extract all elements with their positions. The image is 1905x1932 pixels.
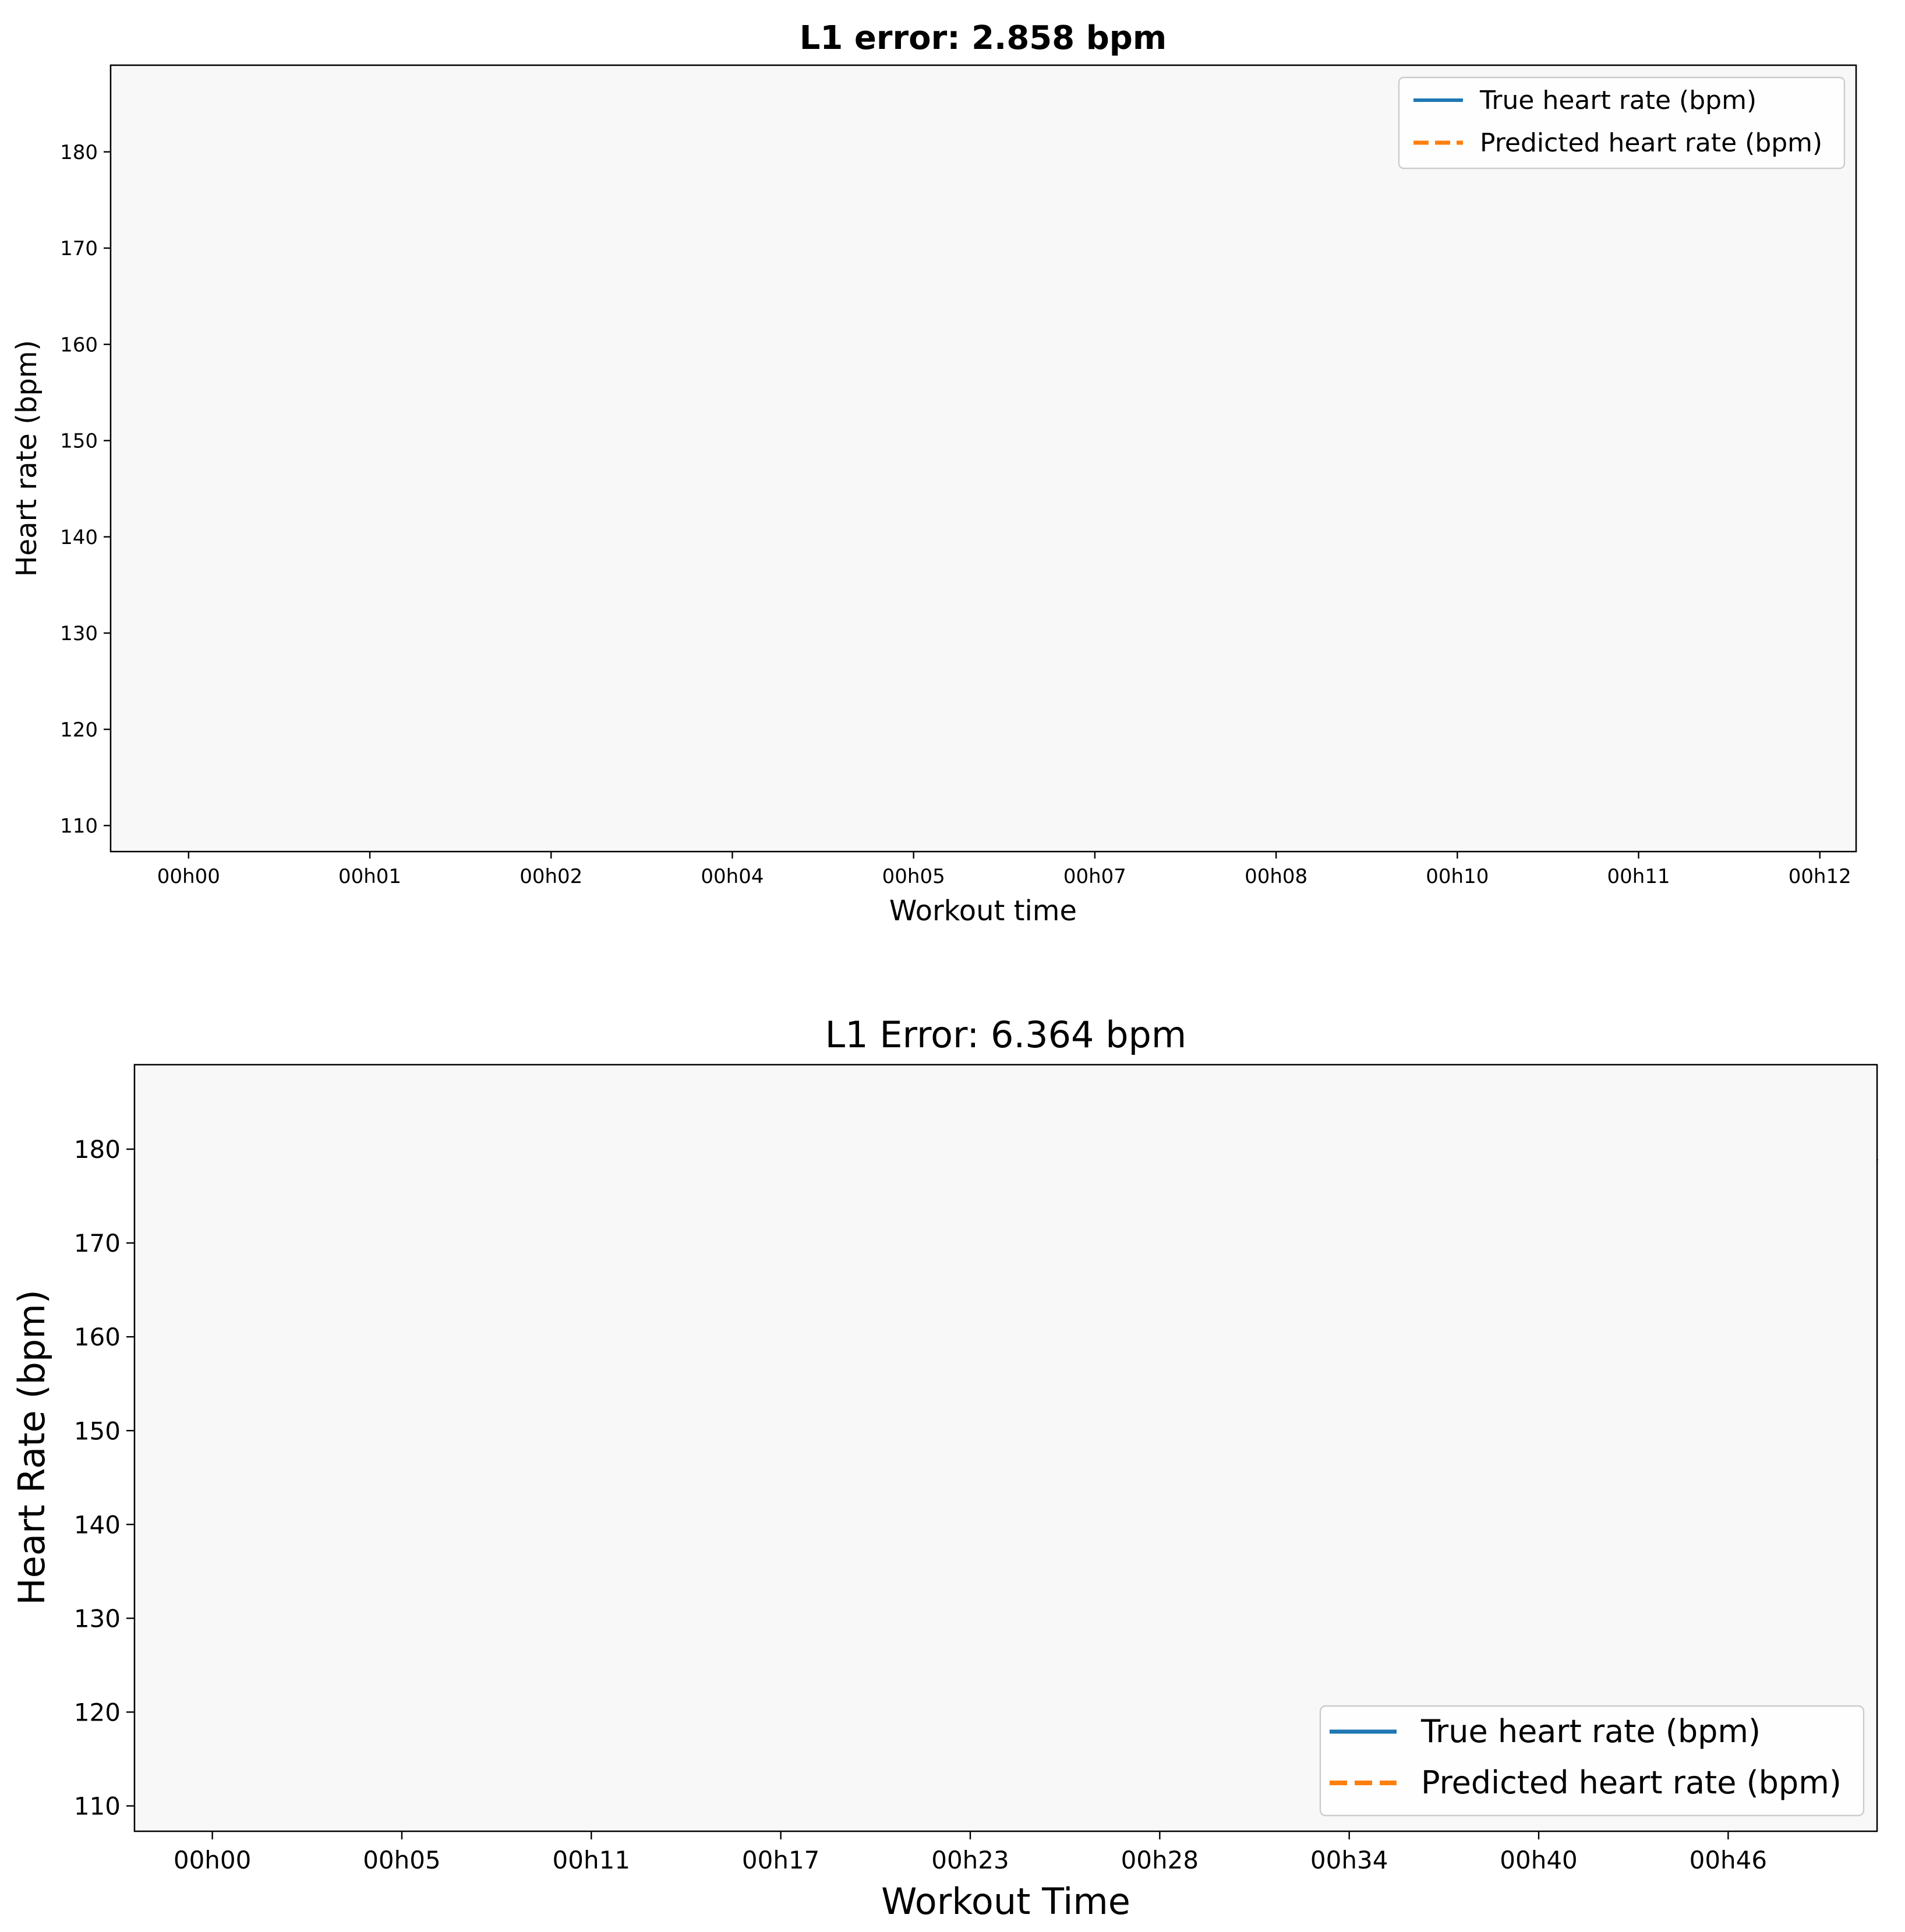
axes-top: 110 120 130 140 150 160 170 180 00h00 00h01 00h02 0…	[60, 141, 1851, 888]
y-tick-label: 180	[60, 141, 98, 164]
y-tick-label: 110	[60, 815, 98, 838]
x-tick-label: 00h23	[931, 1846, 1009, 1874]
x-tick-label: 00h05	[882, 865, 945, 888]
y-tick-label: 130	[74, 1604, 121, 1633]
x-tick-label: 00h07	[1063, 865, 1126, 888]
legend-box-top	[1398, 76, 1846, 169]
x-tick-label: 00h02	[519, 865, 582, 888]
chart-title-bottom: L1 Error: 6.364 bpm	[825, 1013, 1187, 1056]
x-tick-label: 00h46	[1690, 1846, 1768, 1874]
x-tick-label: 00h11	[1607, 865, 1670, 888]
legend-pred-label-bottom: Predicted heart rate (bpm)	[1421, 1764, 1842, 1801]
legend-box-bottom	[1319, 1705, 1865, 1817]
legend-pred-label-top: Predicted heart rate (bpm)	[1480, 128, 1822, 158]
y-tick-label: 170	[74, 1229, 121, 1258]
y-tick-label: 160	[60, 333, 98, 356]
legend-bottom: True heart rate (bpm) Predicted heart ra…	[1319, 1705, 1865, 1817]
x-tick-label: 00h40	[1500, 1846, 1578, 1874]
chart-top: 110 120 130 140 150 160 170 180 00h00 00h01 00h02 0…	[10, 19, 1857, 927]
x-tick-label: 00h28	[1121, 1846, 1199, 1874]
axes-bottom: 110 120 130 140 150 160 170 180 00h00 00h05 00h11 0…	[74, 1135, 1767, 1874]
y-axis-label-bottom: Heart Rate (bpm)	[10, 1290, 53, 1605]
y-axis-label-top: Heart rate (bpm)	[10, 340, 43, 577]
x-tick-label: 00h04	[701, 865, 764, 888]
x-tick-label: 00h11	[553, 1846, 631, 1874]
plot-border-top	[109, 64, 1857, 853]
plot-border-bottom	[133, 1064, 1878, 1832]
y-tick-label: 150	[60, 430, 98, 453]
y-tick-label: 110	[74, 1792, 121, 1821]
y-tick-label: 140	[60, 526, 98, 549]
x-tick-label: 00h05	[363, 1846, 441, 1874]
x-tick-label: 00h17	[742, 1846, 820, 1874]
y-tick-label: 150	[74, 1417, 121, 1445]
x-tick-label: 00h08	[1245, 865, 1307, 888]
y-tick-label: 170	[60, 237, 98, 260]
y-tick-label: 130	[60, 622, 98, 645]
y-tick-label: 160	[74, 1323, 121, 1351]
legend-top: True heart rate (bpm) Predicted heart ra…	[1398, 76, 1846, 169]
x-tick-label: 00h00	[157, 865, 220, 888]
x-tick-label: 00h01	[338, 865, 401, 888]
x-tick-label: 00h34	[1310, 1846, 1388, 1874]
chart-title-top: L1 error: 2.858 bpm	[800, 19, 1167, 57]
x-tick-label: 00h12	[1789, 865, 1851, 888]
y-tick-label: 120	[60, 718, 98, 741]
chart-bottom: 110 120 130 140 150 160 170 180 00h00 00h05 00h11 0…	[10, 1013, 1879, 1923]
x-tick-label: 00h10	[1426, 865, 1489, 888]
y-tick-label: 180	[74, 1135, 121, 1164]
x-axis-label-top: Workout time	[889, 895, 1077, 927]
legend-true-label-bottom: True heart rate (bpm)	[1420, 1713, 1761, 1750]
y-tick-label: 120	[74, 1698, 121, 1727]
x-axis-label-bottom: Workout Time	[881, 1880, 1130, 1923]
y-tick-label: 140	[74, 1510, 121, 1539]
x-tick-label: 00h00	[174, 1846, 252, 1874]
legend-true-label-top: True heart rate (bpm)	[1479, 86, 1756, 115]
